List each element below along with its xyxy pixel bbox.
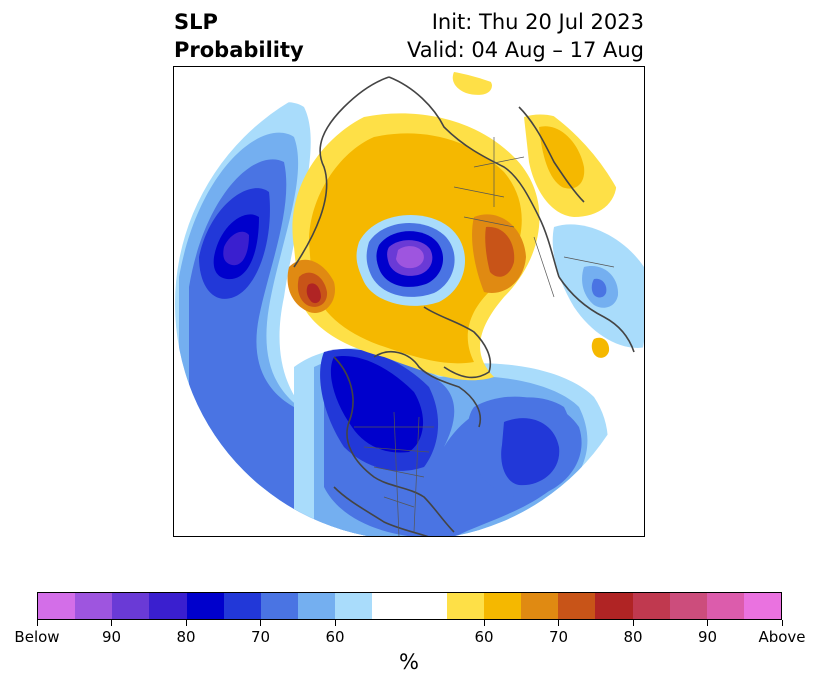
colorbar-tick-label: 90 (101, 628, 122, 646)
colorbar-segment (298, 593, 336, 619)
map-panel (173, 66, 645, 537)
borders (354, 137, 615, 536)
colorbar-segment (446, 593, 484, 619)
title-type: Probability (174, 38, 304, 62)
colorbar-tick-label: 60 (474, 628, 494, 646)
colorbar-segment (409, 593, 447, 619)
colorbar-segment (186, 593, 224, 619)
aleutian-low-85 (223, 231, 249, 266)
colorbar-tick (334, 620, 336, 626)
colorbar-segment (669, 593, 707, 619)
colorbar-segment (260, 593, 299, 619)
colorbar-segment (521, 593, 559, 619)
coastlines (293, 76, 635, 536)
europe-low-70 (591, 278, 607, 298)
alaska-high-80 (306, 283, 321, 304)
colorbar-tick-label: Below (14, 628, 60, 646)
colorbar-tick (781, 620, 783, 626)
colorbar-tick-label: 90 (697, 628, 718, 646)
colorbar-tick (111, 620, 112, 626)
title-variable: SLP (174, 10, 218, 34)
colorbar-tick (558, 620, 559, 626)
america-low-80 (330, 356, 424, 453)
colorbar-segment (149, 593, 187, 619)
colorbar-segment (372, 593, 410, 619)
colorbar-segment (223, 593, 261, 619)
polar-low-95 (396, 246, 424, 269)
colorbar-tick (36, 620, 38, 626)
init-date: Init: Thu 20 Jul 2023 (431, 10, 644, 34)
colorbar-segment (706, 593, 744, 619)
colorbar-segment (75, 593, 113, 619)
colorbar-tick-label: 60 (325, 628, 345, 646)
med-high-65 (591, 337, 610, 358)
colorbar-segment (595, 593, 633, 619)
colorbar-segment (483, 593, 522, 619)
colorbar-tick (260, 620, 261, 626)
valid-range: Valid: 04 Aug – 17 Aug (406, 38, 644, 62)
colorbar-tick (707, 620, 708, 626)
colorbar-tick (185, 620, 187, 626)
colorbar-segment (38, 593, 76, 619)
colorbar-segment (632, 593, 670, 619)
title-right: Init: Thu 20 Jul 2023 Valid: 04 Aug – 17… (407, 8, 644, 64)
colorbar-tick-label: 70 (250, 628, 271, 646)
colorbar-segment (112, 593, 150, 619)
atlantic-low-75 (501, 418, 560, 486)
colorbar-segment (743, 593, 782, 619)
colorbar (37, 592, 782, 620)
colorbar-tick (483, 620, 485, 626)
siberia-high-75 (485, 226, 515, 277)
europe-high-65 (539, 126, 585, 189)
colorbar-tick (632, 620, 634, 626)
colorbar-segment (335, 593, 373, 619)
colorbar-tick-label: Above (758, 628, 806, 646)
title-left: SLP Probability (174, 8, 304, 64)
colorbar-tick-label: 80 (623, 628, 643, 646)
polar-map (175, 68, 644, 536)
colorbar-tick-label: 80 (176, 628, 196, 646)
colorbar-segment (558, 593, 596, 619)
colorbar-tick-label: 70 (548, 628, 569, 646)
colorbar-units: % (399, 650, 419, 674)
